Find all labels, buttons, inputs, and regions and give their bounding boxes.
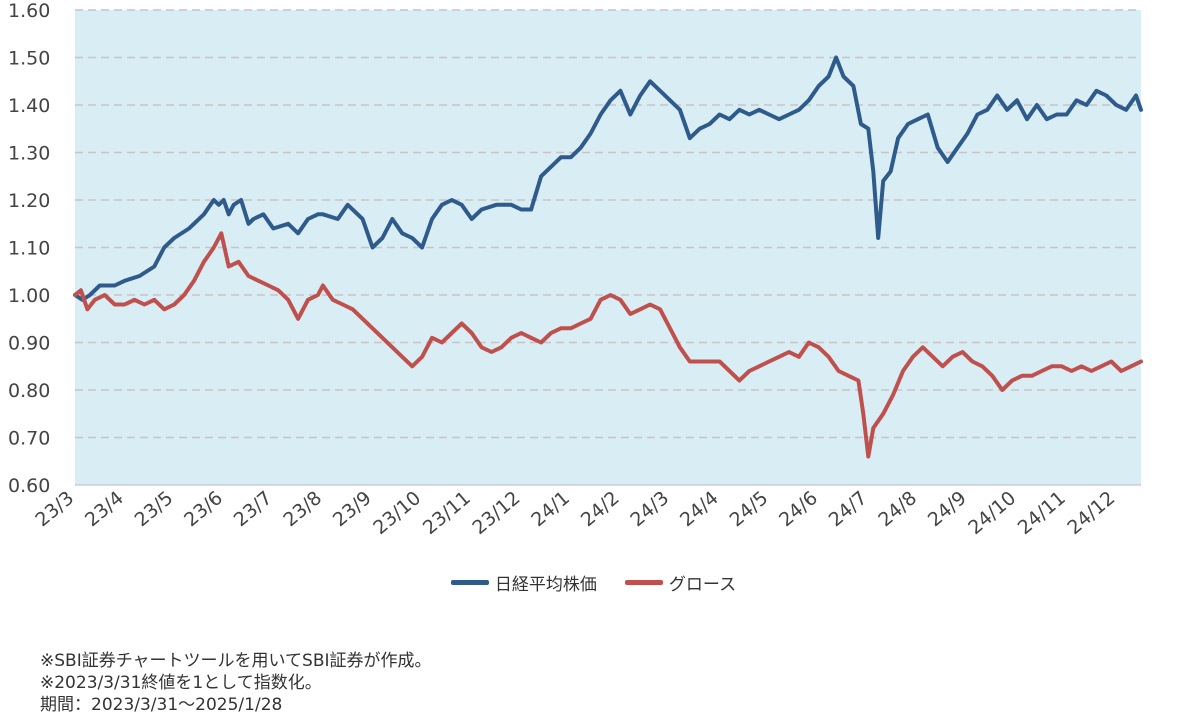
series-line-growth xyxy=(73,231,1143,459)
x-tick-label: 24/4 xyxy=(676,487,723,531)
x-tick-label: 24/3 xyxy=(626,487,673,531)
y-tick-label: 1.20 xyxy=(8,190,50,212)
legend-item-nikkei: 日経平均株価 xyxy=(450,570,597,595)
y-tick-label: 1.60 xyxy=(8,0,50,22)
legend-label-nikkei: 日経平均株価 xyxy=(494,575,597,595)
x-tick-label: 23/11 xyxy=(419,487,475,539)
legend-swatch-growth xyxy=(624,580,663,585)
legend-swatch-nikkei xyxy=(450,580,489,585)
x-tick-label: 23/6 xyxy=(180,487,227,531)
x-tick-label: 24/7 xyxy=(825,487,872,531)
x-tick-label: 23/5 xyxy=(131,487,178,531)
y-tick-label: 0.70 xyxy=(8,428,50,450)
x-tick-label: 24/9 xyxy=(924,487,971,531)
y-axis-tick-labels: 0.60 0.70 0.80 0.90 1.00 1.10 1.20 1.30 1.40 1.50… xyxy=(8,0,50,497)
x-tick-label: 24/6 xyxy=(775,487,822,531)
x-tick-label: 24/8 xyxy=(874,487,921,531)
y-tick-label: 1.50 xyxy=(8,48,50,70)
x-tick-label: 24/10 xyxy=(964,487,1020,539)
series-lines xyxy=(73,55,1143,459)
x-axis-tick-labels: 23/3 23/4 23/5 23/6 23/7 23/8 23/923/1023/1123… xyxy=(31,487,1119,539)
x-tick-label: 23/4 xyxy=(81,487,128,531)
footnote-source: ※SBI証券チャートツールを用いてSBI証券が作成。 xyxy=(40,651,432,671)
x-tick-label: 24/12 xyxy=(1063,487,1119,539)
x-tick-label: 24/2 xyxy=(577,487,624,531)
y-tick-label: 0.80 xyxy=(8,380,50,402)
y-tick-label: 0.60 xyxy=(8,475,50,497)
x-tick-label: 24/5 xyxy=(726,487,773,531)
x-tick-label: 23/9 xyxy=(329,487,376,531)
y-tick-label: 1.10 xyxy=(8,238,50,260)
y-tick-label: 1.40 xyxy=(8,95,50,117)
legend: 日経平均株価 グロース xyxy=(0,570,1187,595)
legend-item-growth: グロース xyxy=(624,570,737,595)
footnote-index: ※2023/3/31終値を1として指数化。 xyxy=(40,673,322,693)
footnotes: ※SBI証券チャートツールを用いてSBI証券が作成。 ※2023/3/31終値を… xyxy=(40,650,432,716)
y-tick-label: 1.00 xyxy=(8,285,50,307)
x-tick-label: 23/7 xyxy=(230,487,277,531)
y-tick-label: 0.90 xyxy=(8,333,50,355)
y-tick-label: 1.30 xyxy=(8,143,50,165)
x-tick-label: 24/11 xyxy=(1014,487,1070,539)
x-tick-label: 23/12 xyxy=(468,487,524,539)
footnote-period: 期間：2023/3/31～2025/1/28 xyxy=(40,695,283,715)
x-tick-label: 23/8 xyxy=(279,487,326,531)
legend-label-growth: グロース xyxy=(668,575,737,595)
series-line-nikkei xyxy=(73,55,1143,302)
line-chart: 0.60 0.70 0.80 0.90 1.00 1.10 1.20 1.30 1.40 1.50… xyxy=(8,0,1143,539)
x-tick-label: 23/10 xyxy=(369,487,425,539)
x-tick-label: 24/1 xyxy=(527,487,574,531)
